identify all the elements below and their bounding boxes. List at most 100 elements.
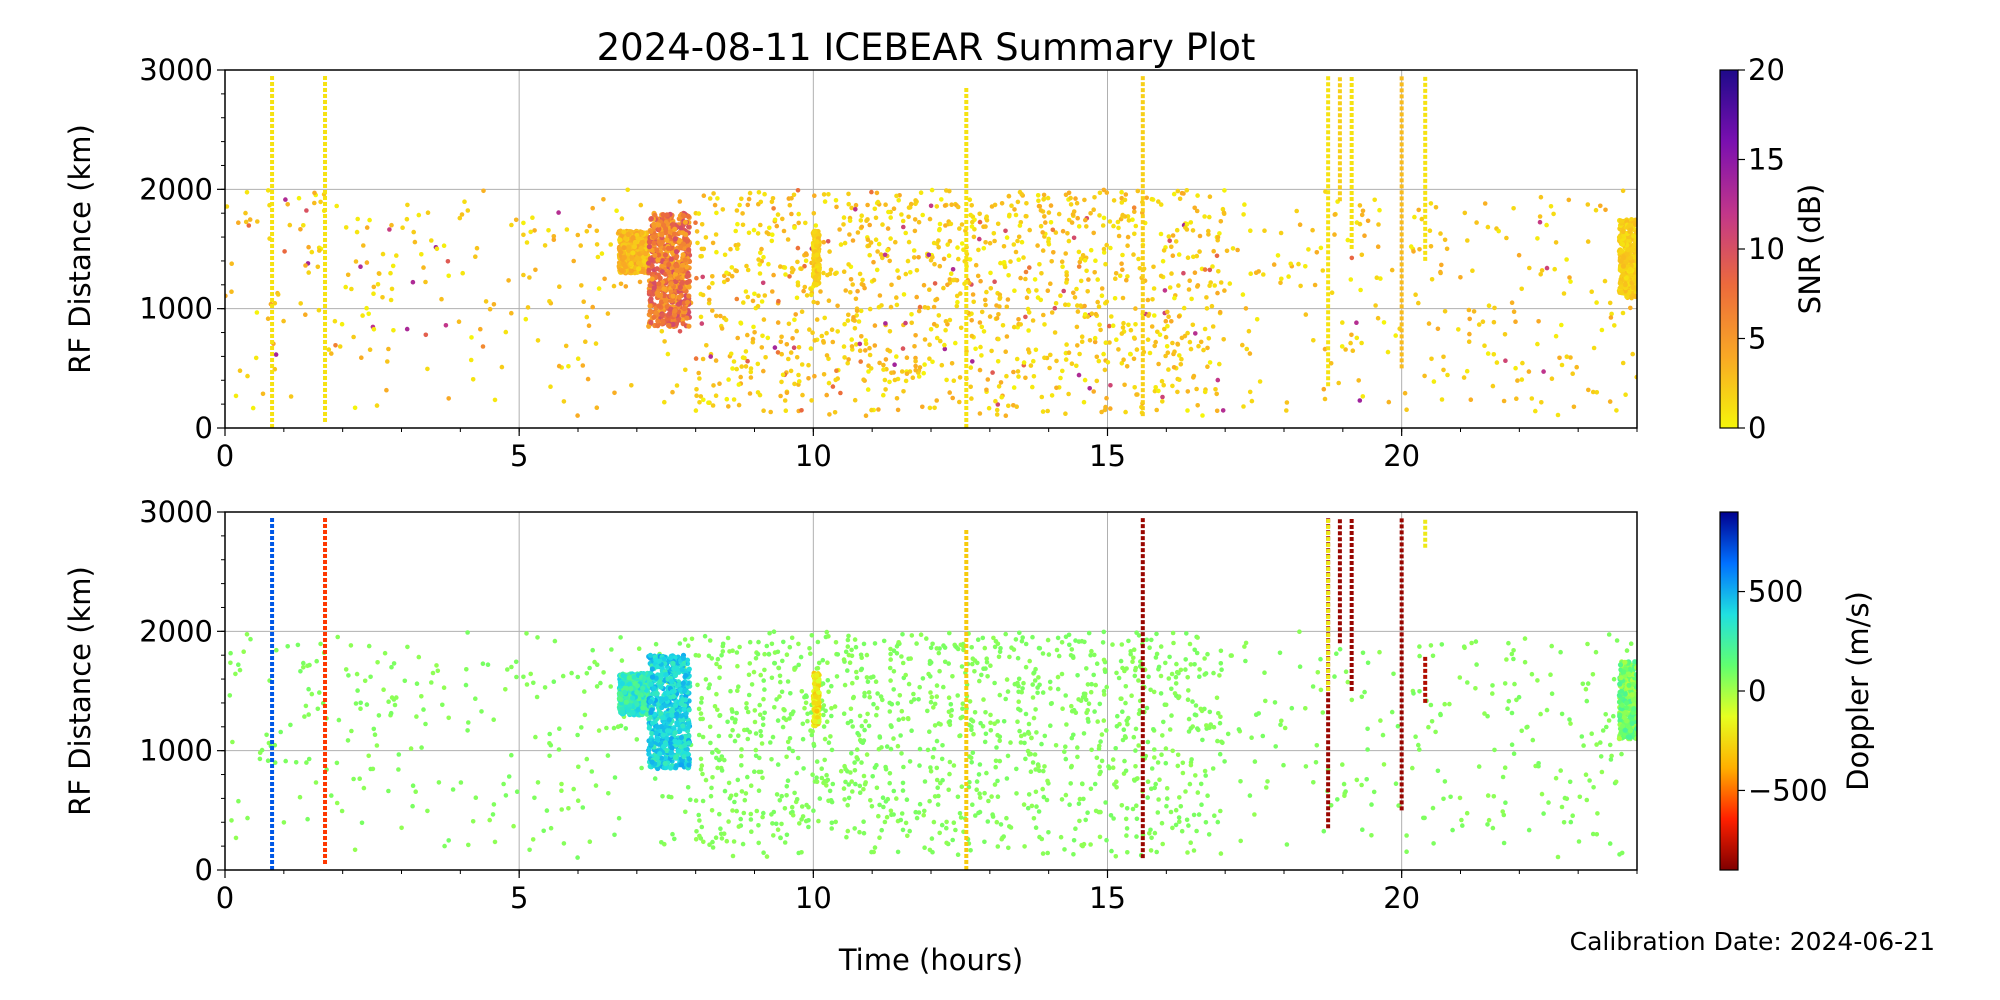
cluster-point <box>660 319 666 326</box>
scatter-point <box>556 210 561 215</box>
scatter-point <box>367 217 372 223</box>
scatter-point <box>1201 347 1206 353</box>
scatter-point <box>1173 239 1179 244</box>
scatter-point <box>891 736 896 741</box>
scatter-point <box>1084 224 1089 229</box>
scatter-point <box>1419 216 1425 222</box>
scatter-point <box>913 809 918 815</box>
scatter-point <box>859 224 865 230</box>
scatter-point <box>1136 743 1141 748</box>
scatter-point <box>1536 319 1541 324</box>
scatter-point <box>1445 372 1450 378</box>
scatter-point <box>1593 649 1599 655</box>
scatter-point <box>412 239 418 245</box>
scatter-point <box>815 300 820 306</box>
scatter-point <box>802 705 807 711</box>
scatter-point <box>794 355 800 360</box>
scatter-point <box>745 294 751 300</box>
scatter-point <box>975 660 980 666</box>
scatter-point <box>904 355 910 361</box>
scatter-point <box>1620 360 1626 366</box>
scatter-point <box>1067 802 1072 807</box>
scatter-point <box>743 289 749 294</box>
scatter-point <box>1217 361 1222 367</box>
y-tick-label: 1000 <box>139 292 213 326</box>
scatter-point <box>1004 677 1010 682</box>
scatter-point <box>837 227 842 232</box>
scatter-point <box>245 815 250 821</box>
scatter-point <box>1004 334 1010 339</box>
scatter-point <box>741 300 746 305</box>
scatter-point <box>985 377 991 382</box>
scatter-point <box>867 345 872 351</box>
scatter-point <box>1558 768 1563 773</box>
scatter-point <box>888 657 893 662</box>
scatter-point <box>1126 322 1131 328</box>
scatter-point <box>1145 739 1151 745</box>
scatter-point <box>742 797 748 803</box>
scatter-point <box>888 678 893 683</box>
scatter-point <box>1254 317 1260 322</box>
scatter-point <box>829 820 835 826</box>
scatter-point <box>862 693 867 699</box>
scatter-point <box>803 251 809 256</box>
scatter-point <box>1354 320 1359 326</box>
scatter-point <box>1427 228 1433 233</box>
scatter-point <box>1176 314 1182 319</box>
scatter-point <box>969 203 974 208</box>
scatter-point <box>984 770 989 776</box>
scatter-point <box>916 697 921 702</box>
cluster-point <box>634 255 641 261</box>
scatter-point <box>1061 288 1066 294</box>
scatter-point <box>1085 810 1090 815</box>
scatter-point <box>826 798 831 804</box>
scatter-point <box>1209 303 1215 309</box>
scatter-point <box>385 359 390 364</box>
scatter-point <box>575 674 581 680</box>
scatter-point <box>796 220 801 226</box>
scatter-point <box>283 758 289 764</box>
scatter-point <box>1207 283 1212 289</box>
scatter-point <box>771 206 776 211</box>
scatter-point <box>779 334 784 340</box>
scatter-point <box>1123 409 1128 415</box>
scatter-point <box>587 223 592 229</box>
scatter-point <box>1108 383 1113 388</box>
scatter-point <box>809 732 815 738</box>
scatter-point <box>1079 638 1085 644</box>
scatter-point <box>804 293 810 298</box>
scatter-point <box>425 808 430 814</box>
scatter-point <box>784 390 790 396</box>
scatter-point <box>1457 675 1463 680</box>
scatter-point <box>1603 207 1608 213</box>
scatter-point <box>970 802 975 807</box>
scatter-point <box>924 636 929 641</box>
scatter-point <box>759 246 764 252</box>
scatter-point <box>1429 719 1435 724</box>
scatter-point <box>756 823 761 828</box>
scatter-point <box>244 190 250 195</box>
scatter-point <box>1193 773 1198 778</box>
scatter-point <box>1016 676 1022 682</box>
scatter-point <box>1164 796 1170 801</box>
scatter-point <box>992 279 997 285</box>
scatter-point <box>1526 827 1532 833</box>
scatter-point <box>989 794 994 799</box>
scatter-point <box>853 296 859 302</box>
scatter-point <box>768 740 773 745</box>
scatter-point <box>1094 354 1100 360</box>
cluster-point <box>664 237 670 243</box>
scatter-point <box>1321 386 1327 392</box>
scatter-point <box>390 263 396 269</box>
scatter-point <box>1310 227 1315 233</box>
scatter-point <box>1171 365 1177 370</box>
scatter-point <box>1144 705 1150 711</box>
scatter-point <box>375 660 380 665</box>
scatter-point <box>288 722 293 728</box>
scatter-point <box>708 354 713 359</box>
scatter-point <box>1145 779 1151 784</box>
scatter-point <box>746 672 752 678</box>
scatter-point <box>473 254 478 259</box>
scatter-point <box>977 236 982 242</box>
scatter-point <box>492 397 498 403</box>
